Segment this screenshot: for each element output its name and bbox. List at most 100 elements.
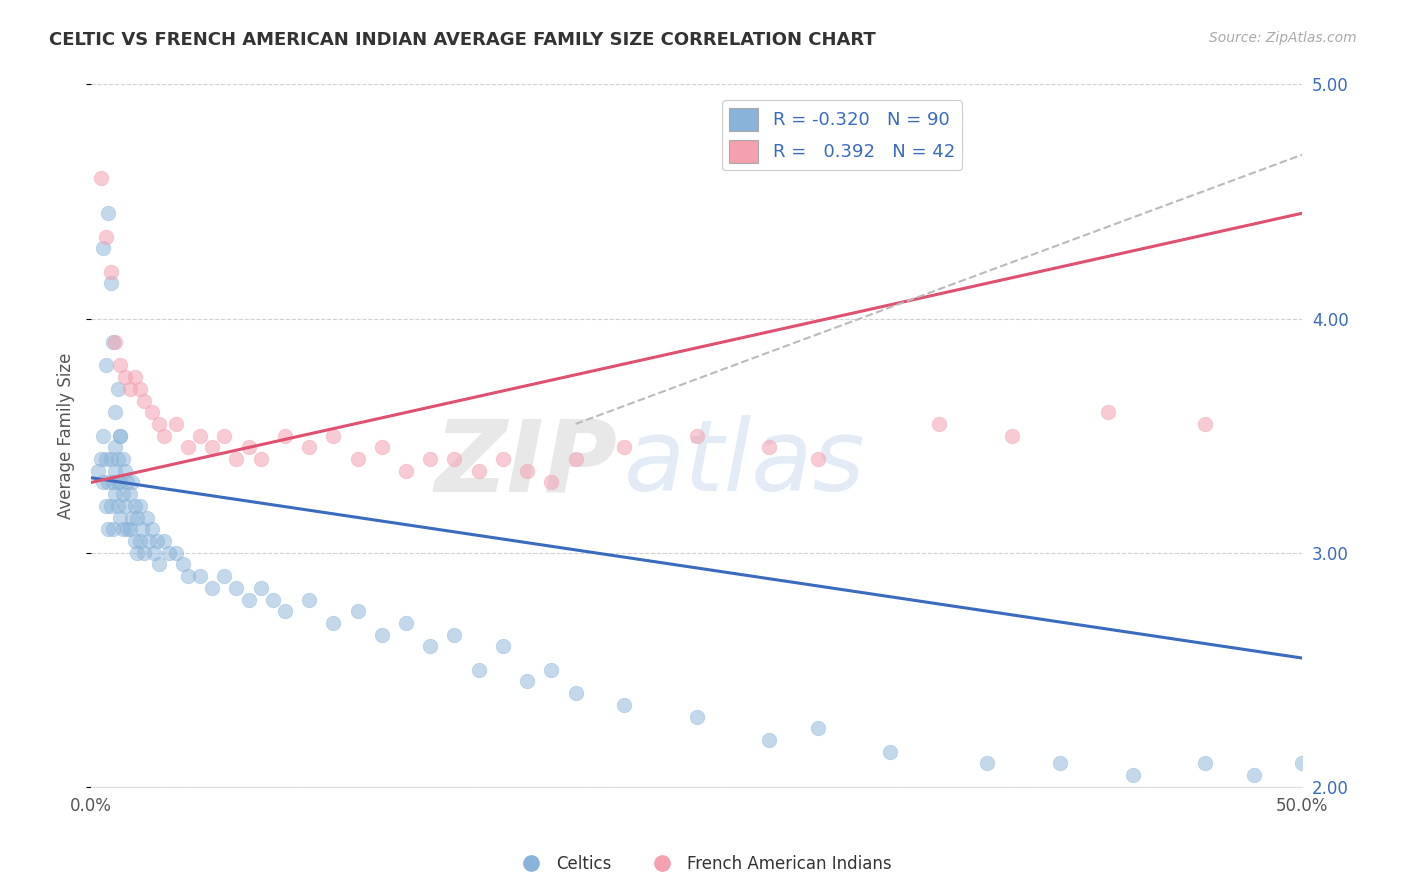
Point xyxy=(148,558,170,572)
Point xyxy=(395,464,418,478)
Point xyxy=(107,382,129,396)
Point xyxy=(141,405,163,419)
Point xyxy=(91,428,114,442)
Point xyxy=(274,428,297,442)
Point xyxy=(124,534,146,549)
Point xyxy=(188,428,211,442)
Point xyxy=(128,499,150,513)
Point xyxy=(758,733,780,747)
Point xyxy=(91,241,114,255)
Point xyxy=(177,441,200,455)
Point xyxy=(111,522,134,536)
Point xyxy=(346,452,368,467)
Point xyxy=(94,499,117,513)
Point xyxy=(467,464,489,478)
Point xyxy=(100,265,122,279)
Point xyxy=(128,382,150,396)
Point xyxy=(134,546,156,560)
Point xyxy=(157,546,180,560)
Point xyxy=(111,487,134,501)
Point xyxy=(395,615,418,630)
Point xyxy=(540,475,562,490)
Point xyxy=(148,417,170,431)
Point xyxy=(298,592,321,607)
Text: CELTIC VS FRENCH AMERICAN INDIAN AVERAGE FAMILY SIZE CORRELATION CHART: CELTIC VS FRENCH AMERICAN INDIAN AVERAGE… xyxy=(49,31,876,49)
Point xyxy=(110,428,132,442)
Point xyxy=(322,615,344,630)
Point xyxy=(141,522,163,536)
Point xyxy=(143,546,166,560)
Point xyxy=(188,569,211,583)
Point xyxy=(225,581,247,595)
Point xyxy=(114,464,136,478)
Point xyxy=(145,534,167,549)
Point xyxy=(807,721,830,735)
Point xyxy=(419,452,441,467)
Point xyxy=(540,663,562,677)
Point xyxy=(134,393,156,408)
Point xyxy=(135,510,157,524)
Point xyxy=(101,334,124,349)
Point xyxy=(516,464,538,478)
Point xyxy=(492,452,515,467)
Point xyxy=(564,452,586,467)
Point xyxy=(107,475,129,490)
Point xyxy=(114,370,136,384)
Point xyxy=(124,499,146,513)
Point xyxy=(172,558,194,572)
Point xyxy=(104,464,127,478)
Point xyxy=(346,604,368,618)
Point xyxy=(94,452,117,467)
Point xyxy=(104,405,127,419)
Legend: Celtics, French American Indians: Celtics, French American Indians xyxy=(508,848,898,880)
Point xyxy=(249,452,271,467)
Point xyxy=(1194,417,1216,431)
Point xyxy=(274,604,297,618)
Point xyxy=(153,534,176,549)
Point xyxy=(94,229,117,244)
Point xyxy=(101,522,124,536)
Point xyxy=(564,686,586,700)
Point xyxy=(97,522,120,536)
Point xyxy=(686,428,709,442)
Point xyxy=(613,441,636,455)
Point xyxy=(165,417,187,431)
Point xyxy=(110,510,132,524)
Point xyxy=(262,592,284,607)
Point xyxy=(443,452,465,467)
Point xyxy=(516,674,538,689)
Point xyxy=(90,171,112,186)
Text: Source: ZipAtlas.com: Source: ZipAtlas.com xyxy=(1209,31,1357,45)
Point xyxy=(238,592,260,607)
Point xyxy=(121,510,143,524)
Point xyxy=(118,522,141,536)
Point xyxy=(104,334,127,349)
Point xyxy=(443,627,465,641)
Point xyxy=(110,475,132,490)
Point xyxy=(118,487,141,501)
Point xyxy=(249,581,271,595)
Point xyxy=(201,441,224,455)
Y-axis label: Average Family Size: Average Family Size xyxy=(58,352,75,519)
Point xyxy=(613,698,636,712)
Point xyxy=(758,441,780,455)
Point xyxy=(107,499,129,513)
Point xyxy=(371,627,394,641)
Point xyxy=(467,663,489,677)
Text: atlas: atlas xyxy=(624,416,866,512)
Point xyxy=(97,206,120,220)
Point xyxy=(1122,768,1144,782)
Point xyxy=(1097,405,1119,419)
Point xyxy=(976,756,998,771)
Point xyxy=(100,499,122,513)
Point xyxy=(110,359,132,373)
Point xyxy=(214,569,236,583)
Point xyxy=(110,428,132,442)
Point xyxy=(90,452,112,467)
Point xyxy=(165,546,187,560)
Point xyxy=(419,640,441,654)
Point xyxy=(124,370,146,384)
Point xyxy=(1243,768,1265,782)
Point xyxy=(118,382,141,396)
Point xyxy=(138,534,160,549)
